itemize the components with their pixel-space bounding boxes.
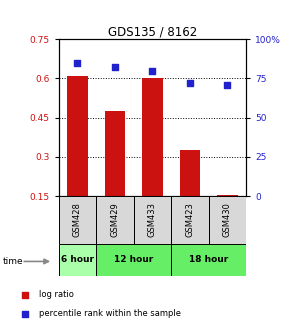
Point [225, 82, 230, 87]
Text: 6 hour: 6 hour [61, 255, 94, 265]
Point [188, 80, 192, 86]
Text: GSM429: GSM429 [110, 202, 119, 237]
Bar [180, 150, 200, 196]
Bar [96, 196, 134, 244]
Text: time: time [3, 257, 23, 266]
Point [150, 68, 155, 73]
Point [113, 65, 117, 70]
Text: GSM433: GSM433 [148, 202, 157, 237]
Text: 18 hour: 18 hour [189, 255, 228, 265]
Bar [217, 195, 238, 196]
Point [245, 64, 250, 70]
Bar [134, 196, 171, 244]
Bar [209, 196, 246, 244]
Bar [59, 196, 96, 244]
Bar [96, 244, 171, 276]
Title: GDS135 / 8162: GDS135 / 8162 [108, 25, 197, 38]
Text: 12 hour: 12 hour [114, 255, 153, 265]
Text: GSM428: GSM428 [73, 202, 82, 237]
Bar [59, 244, 96, 276]
Bar [105, 111, 125, 196]
Point [75, 60, 80, 65]
Bar [142, 78, 163, 196]
Bar [67, 76, 88, 196]
Bar [171, 196, 209, 244]
Text: GSM423: GSM423 [185, 202, 194, 237]
Bar [171, 244, 246, 276]
Text: GSM430: GSM430 [223, 202, 232, 237]
Text: log ratio: log ratio [39, 290, 74, 299]
Point [245, 241, 250, 246]
Text: percentile rank within the sample: percentile rank within the sample [39, 309, 181, 318]
